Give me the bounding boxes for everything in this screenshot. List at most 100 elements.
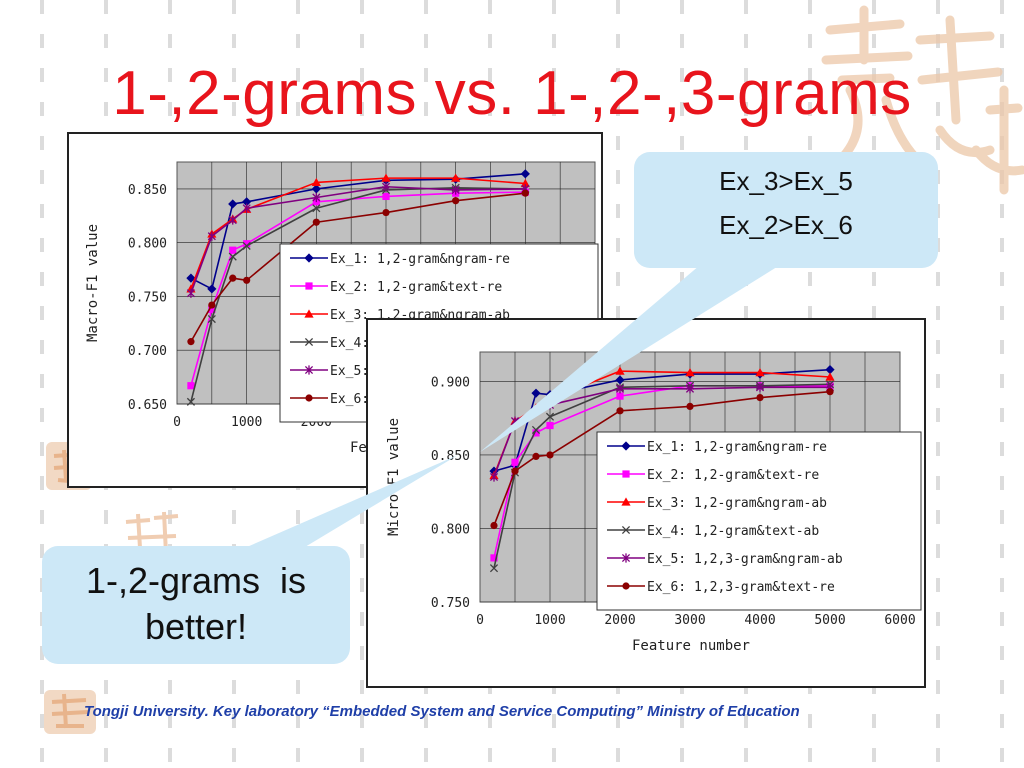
data-point	[186, 288, 195, 298]
legend-entry: Ex_3: 1,2-gram&ngram-ab	[647, 496, 827, 511]
data-point	[243, 276, 251, 284]
conclusion-line-1: 1-,2-grams is	[85, 560, 307, 601]
data-point	[520, 178, 530, 188]
data-point	[825, 372, 835, 381]
data-point	[451, 173, 461, 182]
legend-marker	[621, 441, 631, 451]
legend-box	[596, 431, 922, 611]
legend-entry: Ex_4: 1,2-gram&text-ab	[647, 524, 819, 539]
callout-line-2: Ex_2>Ex_6	[719, 210, 853, 240]
y-tick-label: 0.800	[431, 522, 470, 537]
data-point	[546, 421, 554, 430]
conclusion-callout: 1-,2-grams is better!	[42, 546, 350, 664]
data-point	[685, 384, 695, 394]
series-line	[493, 368, 831, 472]
y-tick-label: 0.750	[128, 290, 167, 305]
series-5	[186, 182, 530, 298]
data-point	[755, 382, 765, 392]
data-point	[520, 169, 530, 179]
data-point	[615, 384, 625, 394]
data-point	[312, 218, 320, 226]
data-point	[311, 177, 321, 187]
micro-f1-chart: 0.750 0.800 0.850 0.900 0 1000 2000 3000 4000 500…	[386, 351, 922, 654]
slide-title: 1-,2-grams vs. 1-,2-,3-grams	[112, 59, 912, 128]
data-point	[229, 246, 237, 254]
seal-icon	[125, 511, 179, 555]
y-axis-label: Micro-F1 value	[386, 418, 402, 536]
data-point	[382, 208, 390, 217]
data-point	[381, 182, 391, 192]
data-point	[489, 564, 499, 573]
series-line	[190, 187, 526, 403]
legend-entry: Ex_1: 1,2-gram&ngram-re	[647, 440, 827, 455]
data-point	[186, 397, 195, 406]
x-tick-label: 4000	[744, 613, 775, 628]
y-tick-label: 0.900	[431, 375, 470, 390]
y-tick-label: 0.700	[128, 344, 167, 359]
data-point	[207, 314, 216, 324]
legend-marker	[621, 553, 631, 563]
data-point	[242, 203, 251, 213]
legend-marker	[622, 470, 630, 478]
legend: Ex_1: 1,2-gram&ngram-re Ex_2: 1,2-gram&te…	[596, 431, 922, 611]
data-point	[312, 204, 321, 213]
data-point	[615, 366, 625, 375]
data-point	[207, 231, 216, 241]
data-point	[545, 412, 555, 421]
legend-marker	[304, 337, 314, 347]
data-point	[511, 458, 519, 466]
legend-marker	[621, 497, 631, 506]
legend-marker	[622, 582, 630, 590]
data-point	[531, 425, 541, 435]
x-tick-label: 5000	[814, 613, 845, 628]
data-point	[228, 199, 238, 209]
x-tick-label: 6000	[884, 613, 915, 628]
legend-entry: Ex_5: 1,2,3-gram&ngram-ab	[647, 552, 843, 567]
legend-marker	[305, 394, 313, 402]
callout-line-1: Ex_3>Ex_5	[719, 166, 853, 196]
data-point	[489, 472, 499, 482]
y-tick-label: 0.850	[431, 449, 470, 464]
series-line	[493, 383, 831, 569]
legend-entry: Ex_6: 1,2,3-gram&text-re	[647, 580, 835, 595]
legend-entry: Ex_1: 1,2-gram&ngram-re	[330, 252, 510, 267]
data-point	[532, 452, 540, 461]
data-point	[685, 367, 695, 377]
conclusion-line-2: better!	[144, 606, 248, 647]
data-point	[616, 407, 624, 415]
data-point	[229, 274, 237, 282]
data-point	[686, 402, 694, 411]
footer-text: Tongji University. Key laboratory “Embed…	[84, 703, 800, 720]
data-point	[616, 392, 624, 400]
data-point	[228, 215, 237, 225]
x-tick-label: 0	[173, 415, 181, 430]
legend-marker	[304, 253, 314, 263]
data-point	[490, 521, 498, 530]
y-axis-label: Macro-F1 value	[85, 224, 101, 342]
data-point	[242, 197, 252, 207]
data-point	[826, 388, 834, 396]
legend-entry: Ex_2: 1,2-gram&text-re	[647, 468, 819, 483]
legend-marker	[305, 282, 313, 290]
data-point	[242, 241, 251, 250]
data-point	[187, 338, 195, 346]
data-point	[452, 197, 460, 205]
x-tick-label: 3000	[674, 613, 705, 628]
data-point	[382, 192, 390, 201]
series-6	[490, 388, 834, 530]
y-tick-label: 0.800	[128, 237, 167, 252]
data-point	[755, 367, 765, 377]
data-point	[312, 192, 321, 203]
data-point	[532, 429, 540, 437]
x-axis-label: Feature number	[632, 638, 750, 654]
y-tick-label: 0.650	[128, 398, 167, 413]
seal-icon	[44, 690, 96, 734]
data-point	[511, 467, 519, 475]
series-line	[493, 390, 831, 526]
data-point	[756, 393, 764, 402]
data-point	[521, 189, 529, 197]
legend-entry: Ex_2: 1,2-gram&text-re	[330, 280, 502, 295]
data-point	[228, 252, 237, 261]
data-point	[490, 554, 498, 562]
